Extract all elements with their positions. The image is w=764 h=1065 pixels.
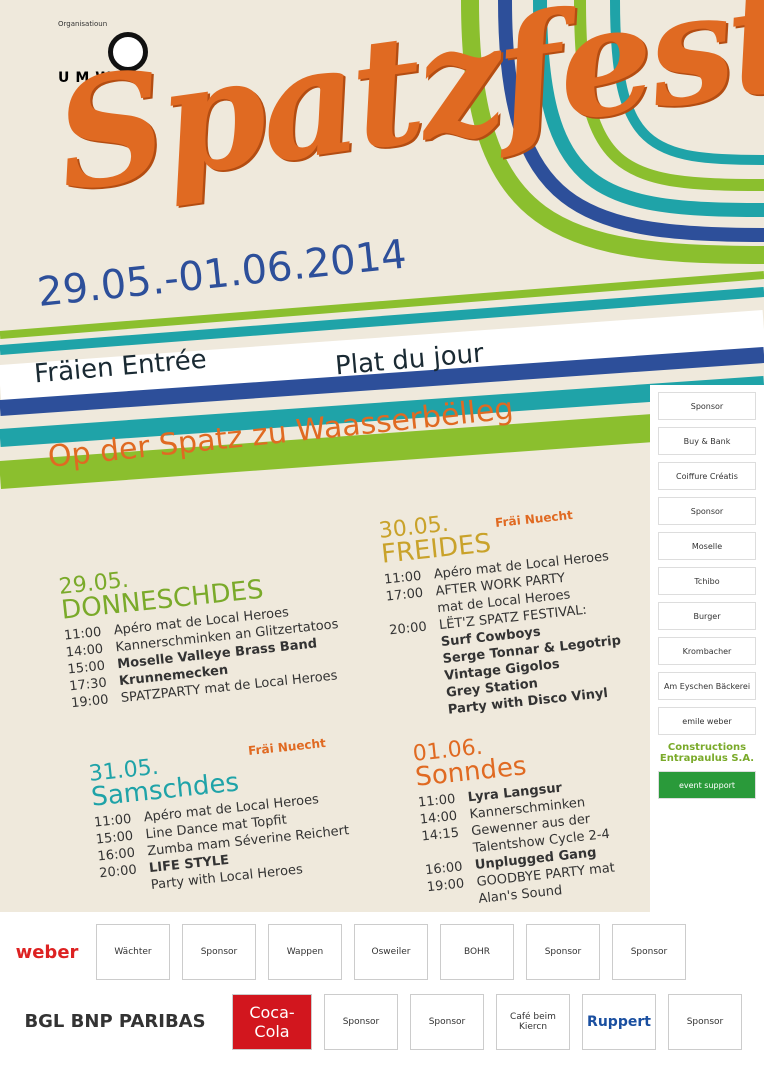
football-icon [108, 32, 148, 72]
sponsor-logo: Coiffure Créatis [658, 462, 756, 490]
sponsor-logo: Osweiler [354, 924, 428, 980]
poster: Organisatioun UMW Spatzfest 29.05.-01.06… [0, 0, 764, 912]
decorative-stripes [0, 0, 764, 489]
sponsor-logo: Café beim Kiercn [496, 993, 570, 1050]
day-schedule: 31.05. Samschdes 11:00 Apéro mat de Local H… [88, 739, 353, 900]
sponsor-logo: Sponsor [612, 924, 686, 980]
sponsor-logo: Sponsor [182, 924, 256, 980]
day-schedule: 29.05. DONNESCHDES 11:00 Apéro mat de Local… [58, 549, 345, 712]
sponsor-logo: Constructions Entrapaulus S.A. [659, 742, 755, 764]
sponsor-logo: Wächter [96, 924, 170, 980]
sponsor-sidebar: Sponsor Buy & Bank Coiffure Créatis Sponsor… [650, 385, 764, 912]
sponsor-logo: Sponsor [324, 993, 398, 1050]
sponsor-logo: Tchibo [658, 567, 756, 595]
sponsor-logo: Sponsor [668, 993, 742, 1050]
sponsor-logo: Buy & Bank [658, 427, 756, 455]
sponsor-logo: Sponsor [658, 392, 756, 420]
sponsor-logo: Burger [658, 602, 756, 630]
organizer-logo: UMW [58, 70, 117, 86]
sponsor-logo: Moselle [658, 532, 756, 560]
sponsor-logo: Krombacher [658, 637, 756, 665]
sponsor-logo: BGL BNP PARIBAS [24, 1011, 206, 1032]
sponsor-logo: emile weber [658, 707, 756, 735]
sponsor-logo: Coca-Cola [232, 993, 312, 1050]
sponsor-logo: Sponsor [526, 924, 600, 980]
sponsor-footer: weber Wächter Sponsor Wappen Osweiler BOHR Spo… [0, 912, 764, 1065]
sponsor-logo: Am Eyschen Bäckerei [658, 672, 756, 700]
sponsor-logo: BOHR [440, 924, 514, 980]
sponsor-logo: Ruppert [582, 993, 656, 1050]
sponsor-logo: Wappen [268, 924, 342, 980]
sponsor-logo: event support [658, 771, 756, 799]
sponsor-logo: Sponsor [658, 497, 756, 525]
day-schedule: 30.05. FREIDES 11:00 Apéro mat de Local Her… [378, 498, 627, 724]
day-schedule: 01.06. Sonndes 11:00 Lyra Langsur 14:00 Kanne… [412, 725, 617, 912]
sponsor-logo: Sponsor [410, 993, 484, 1050]
organizer-label: Organisatioun [58, 20, 108, 28]
sponsor-logo: weber [15, 941, 79, 963]
